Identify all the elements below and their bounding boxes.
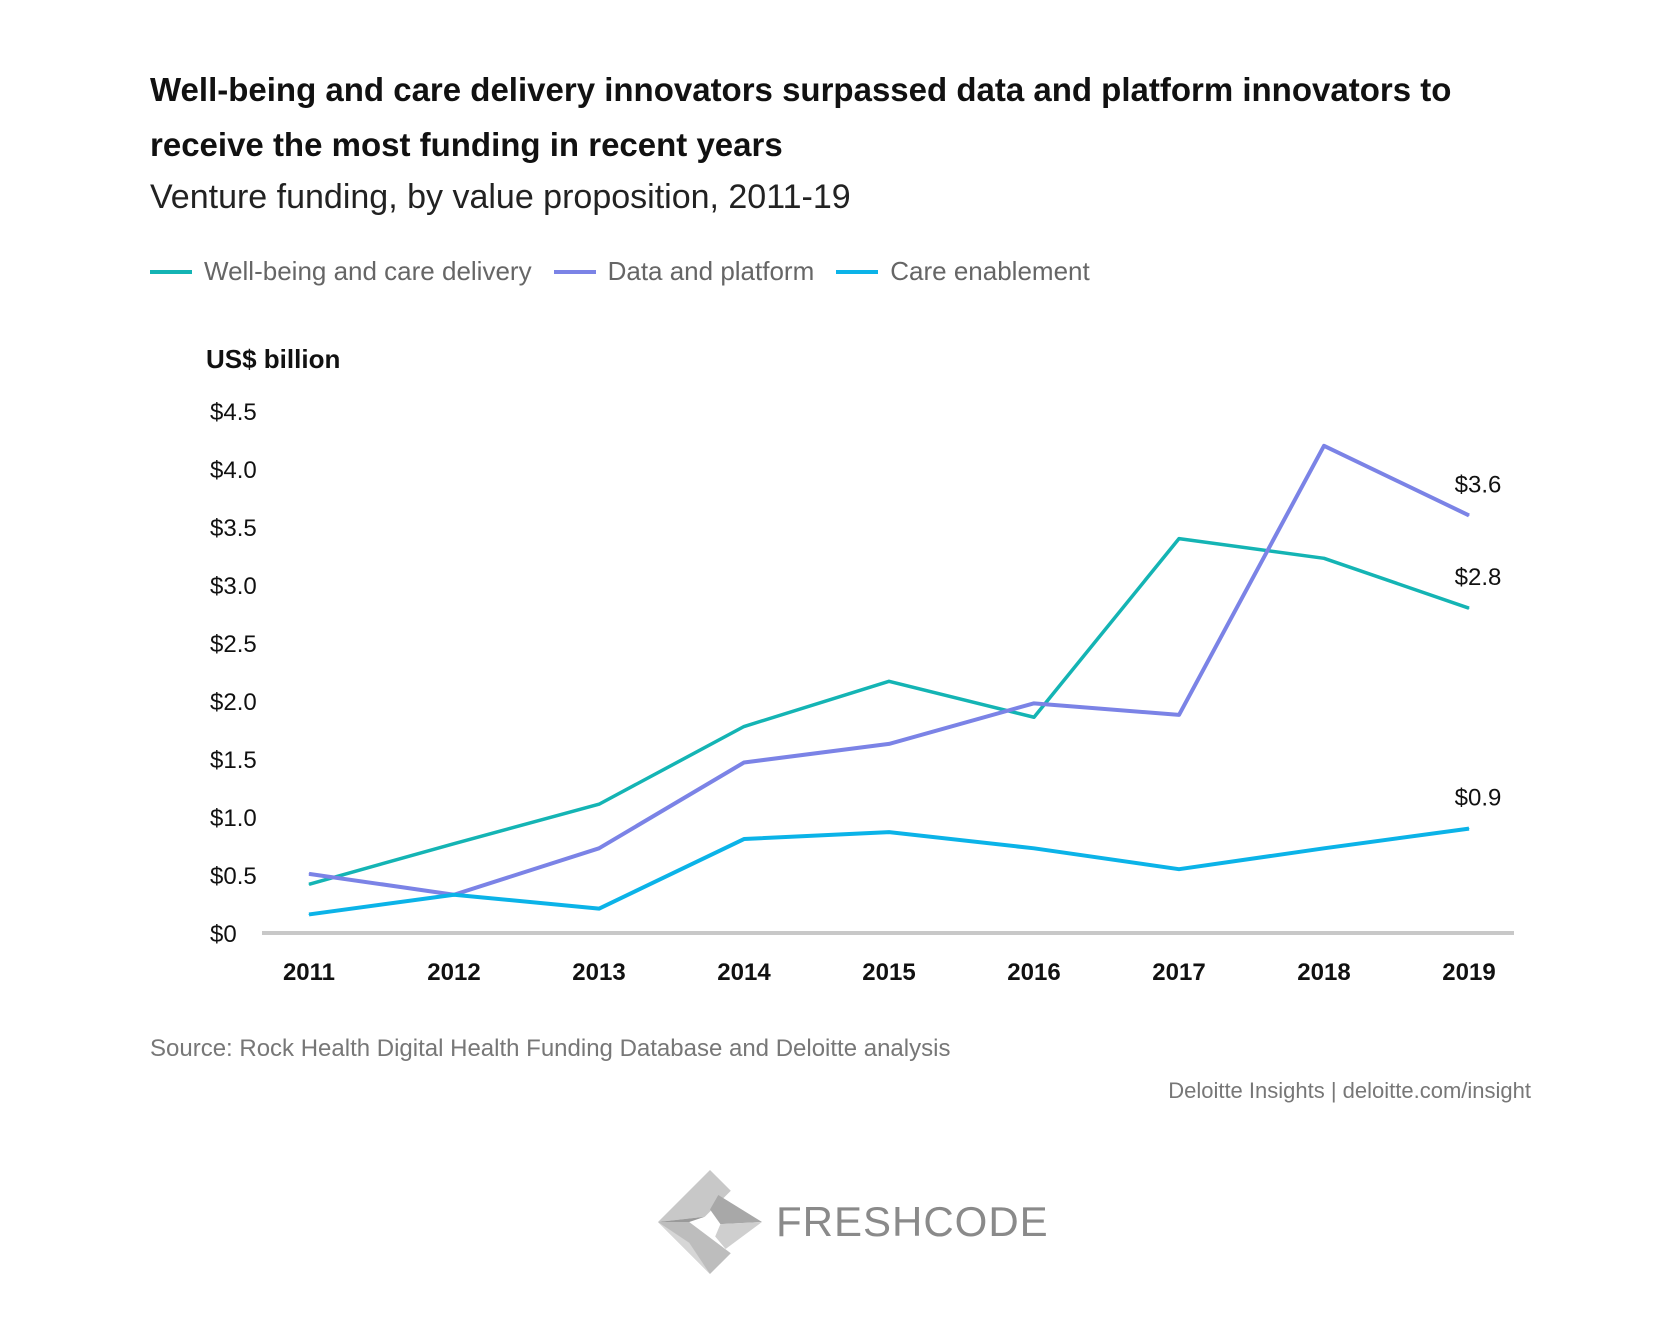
x-tick-label: 2019 bbox=[1442, 959, 1495, 986]
x-tick-label: 2014 bbox=[717, 959, 771, 986]
y-tick-label: $1.0 bbox=[210, 805, 257, 832]
y-tick-label: $1.5 bbox=[210, 747, 257, 774]
chart-title: Well-being and care delivery innovators … bbox=[150, 71, 1452, 163]
data-point bbox=[888, 831, 890, 833]
x-tick-label: 2017 bbox=[1152, 959, 1205, 986]
data-point bbox=[743, 761, 745, 763]
data-point bbox=[598, 908, 600, 910]
y-tick-label: $3.5 bbox=[210, 515, 257, 542]
data-point bbox=[453, 843, 455, 845]
legend-item: Data and platform bbox=[553, 256, 815, 287]
data-point bbox=[743, 726, 745, 728]
legend-swatch bbox=[836, 269, 879, 274]
credit-note: Deloitte Insights | deloitte.com/insight bbox=[1168, 1078, 1531, 1103]
data-point bbox=[1468, 514, 1470, 516]
y-tick-label: $4.0 bbox=[210, 457, 257, 484]
data-point bbox=[888, 743, 890, 745]
data-point bbox=[1468, 828, 1470, 830]
data-point bbox=[453, 894, 455, 896]
x-tick-label: 2013 bbox=[572, 959, 625, 986]
logo-text: FRESHCODE bbox=[776, 1198, 1049, 1245]
data-point bbox=[888, 680, 890, 682]
data-point bbox=[1033, 847, 1035, 849]
freshcode-logo: FRESHCODE bbox=[658, 1170, 1049, 1274]
data-point bbox=[1468, 607, 1470, 609]
diamond-logo-icon bbox=[658, 1170, 762, 1274]
x-tick-label: 2015 bbox=[862, 959, 915, 986]
x-tick-label: 2012 bbox=[427, 959, 480, 986]
legend-swatch bbox=[553, 269, 596, 274]
x-tick-label: 2016 bbox=[1007, 959, 1060, 986]
data-point bbox=[1323, 445, 1325, 447]
legend-item: Well-being and care delivery bbox=[150, 256, 532, 287]
data-point bbox=[1323, 557, 1325, 559]
series-line bbox=[308, 826, 1470, 917]
legend-label: Care enablement bbox=[890, 256, 1090, 286]
end-value-label: $2.8 bbox=[1455, 564, 1502, 591]
data-point bbox=[1178, 868, 1180, 870]
data-point bbox=[1033, 716, 1035, 718]
source-note: Source: Rock Health Digital Health Fundi… bbox=[150, 1035, 951, 1062]
series-line bbox=[308, 443, 1470, 897]
legend-swatch bbox=[150, 269, 192, 274]
y-tick-label: $0 bbox=[210, 921, 237, 948]
data-point bbox=[1323, 847, 1325, 849]
x-tick-label: 2011 bbox=[283, 959, 335, 986]
y-tick-label: $2.0 bbox=[210, 689, 257, 716]
data-point bbox=[308, 913, 310, 915]
data-point bbox=[308, 883, 310, 885]
y-tick-label: $0.5 bbox=[210, 863, 257, 890]
data-point bbox=[1033, 702, 1035, 704]
y-axis-label: US$ billion bbox=[206, 344, 341, 374]
end-value-label: $3.6 bbox=[1455, 471, 1502, 498]
y-tick-label: $2.5 bbox=[210, 631, 257, 658]
end-value-label: $0.9 bbox=[1455, 785, 1502, 812]
x-tick-label: 2018 bbox=[1297, 959, 1350, 986]
data-point bbox=[308, 873, 310, 875]
legend-label: Well-being and care delivery bbox=[204, 256, 532, 286]
y-tick-label: $3.0 bbox=[210, 573, 257, 600]
legend-label: Data and platform bbox=[607, 256, 815, 286]
legend-item: Care enablement bbox=[836, 256, 1090, 287]
data-point bbox=[1178, 714, 1180, 716]
data-point bbox=[1178, 538, 1180, 540]
y-tick-label: $4.5 bbox=[210, 399, 257, 426]
data-point bbox=[743, 838, 745, 840]
data-point bbox=[598, 847, 600, 849]
legend: Well-being and care delivery Data and pl… bbox=[150, 256, 1112, 287]
data-point bbox=[598, 803, 600, 805]
chart-subtitle: Venture funding, by value proposition, 2… bbox=[150, 178, 851, 216]
